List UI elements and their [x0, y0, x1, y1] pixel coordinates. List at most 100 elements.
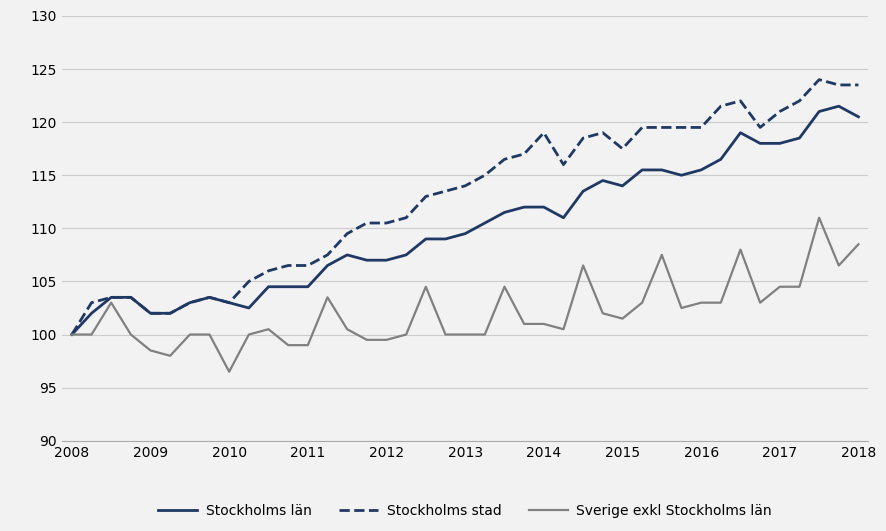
Stockholms län [145, 310, 156, 316]
Stockholms stad [460, 183, 470, 189]
Stockholms stad [519, 151, 530, 157]
Stockholms stad [597, 130, 608, 136]
Sverige exkl Stockholms län [618, 315, 628, 322]
Stockholms stad [361, 220, 372, 226]
Stockholms län [224, 299, 235, 306]
Sverige exkl Stockholms län [755, 299, 766, 306]
Sverige exkl Stockholms län [421, 284, 431, 290]
Sverige exkl Stockholms län [323, 294, 333, 301]
Stockholms län [499, 209, 509, 216]
Stockholms stad [834, 82, 844, 88]
Sverige exkl Stockholms län [361, 337, 372, 343]
Stockholms län [519, 204, 530, 210]
Sverige exkl Stockholms län [716, 299, 727, 306]
Stockholms stad [184, 299, 195, 306]
Sverige exkl Stockholms län [381, 337, 392, 343]
Sverige exkl Stockholms län [479, 331, 490, 338]
Stockholms län [578, 188, 588, 194]
Stockholms stad [696, 124, 706, 131]
Stockholms stad [814, 76, 825, 83]
Stockholms stad [224, 299, 235, 306]
Stockholms län [657, 167, 667, 173]
Stockholms stad [283, 262, 293, 269]
Sverige exkl Stockholms län [558, 326, 569, 332]
Sverige exkl Stockholms län [86, 331, 97, 338]
Stockholms län [126, 294, 136, 301]
Stockholms stad [853, 82, 864, 88]
Sverige exkl Stockholms län [578, 262, 588, 269]
Stockholms stad [381, 220, 392, 226]
Stockholms län [853, 114, 864, 120]
Stockholms län [86, 310, 97, 316]
Stockholms stad [774, 108, 785, 115]
Stockholms län [204, 294, 214, 301]
Stockholms stad [400, 215, 411, 221]
Sverige exkl Stockholms län [834, 262, 844, 269]
Stockholms län [676, 172, 687, 178]
Stockholms stad [499, 156, 509, 162]
Stockholms stad [637, 124, 648, 131]
Stockholms län [165, 310, 175, 316]
Stockholms län [814, 108, 825, 115]
Sverige exkl Stockholms län [224, 369, 235, 375]
Stockholms stad [657, 124, 667, 131]
Sverige exkl Stockholms län [774, 284, 785, 290]
Sverige exkl Stockholms län [735, 246, 746, 253]
Stockholms stad [145, 310, 156, 316]
Sverige exkl Stockholms län [66, 331, 77, 338]
Stockholms stad [755, 124, 766, 131]
Stockholms län [794, 135, 804, 141]
Sverige exkl Stockholms län [204, 331, 214, 338]
Stockholms stad [302, 262, 313, 269]
Stockholms stad [716, 103, 727, 109]
Sverige exkl Stockholms län [499, 284, 509, 290]
Sverige exkl Stockholms län [519, 321, 530, 327]
Stockholms län [361, 257, 372, 263]
Sverige exkl Stockholms län [263, 326, 274, 332]
Sverige exkl Stockholms län [165, 353, 175, 359]
Sverige exkl Stockholms län [244, 331, 254, 338]
Stockholms län [618, 183, 628, 189]
Stockholms stad [618, 145, 628, 152]
Stockholms län [66, 331, 77, 338]
Sverige exkl Stockholms län [184, 331, 195, 338]
Stockholms län [597, 177, 608, 184]
Sverige exkl Stockholms län [794, 284, 804, 290]
Stockholms län [696, 167, 706, 173]
Sverige exkl Stockholms län [342, 326, 353, 332]
Stockholms län [774, 140, 785, 147]
Sverige exkl Stockholms län [283, 342, 293, 348]
Sverige exkl Stockholms län [853, 241, 864, 247]
Stockholms län [400, 252, 411, 258]
Stockholms stad [440, 188, 451, 194]
Line: Stockholms län: Stockholms län [72, 106, 859, 335]
Stockholms län [283, 284, 293, 290]
Stockholms stad [165, 310, 175, 316]
Stockholms stad [263, 268, 274, 274]
Stockholms stad [204, 294, 214, 301]
Sverige exkl Stockholms län [440, 331, 451, 338]
Stockholms stad [323, 252, 333, 258]
Stockholms län [184, 299, 195, 306]
Stockholms län [716, 156, 727, 162]
Stockholms län [479, 220, 490, 226]
Sverige exkl Stockholms län [637, 299, 648, 306]
Stockholms stad [539, 130, 549, 136]
Stockholms län [381, 257, 392, 263]
Stockholms län [755, 140, 766, 147]
Sverige exkl Stockholms län [145, 347, 156, 354]
Stockholms län [637, 167, 648, 173]
Sverige exkl Stockholms län [460, 331, 470, 338]
Stockholms län [539, 204, 549, 210]
Stockholms län [834, 103, 844, 109]
Stockholms län [421, 236, 431, 242]
Sverige exkl Stockholms län [676, 305, 687, 311]
Stockholms stad [479, 172, 490, 178]
Sverige exkl Stockholms län [105, 299, 116, 306]
Sverige exkl Stockholms län [696, 299, 706, 306]
Sverige exkl Stockholms län [400, 331, 411, 338]
Sverige exkl Stockholms län [657, 252, 667, 258]
Stockholms stad [578, 135, 588, 141]
Stockholms län [105, 294, 116, 301]
Line: Sverige exkl Stockholms län: Sverige exkl Stockholms län [72, 218, 859, 372]
